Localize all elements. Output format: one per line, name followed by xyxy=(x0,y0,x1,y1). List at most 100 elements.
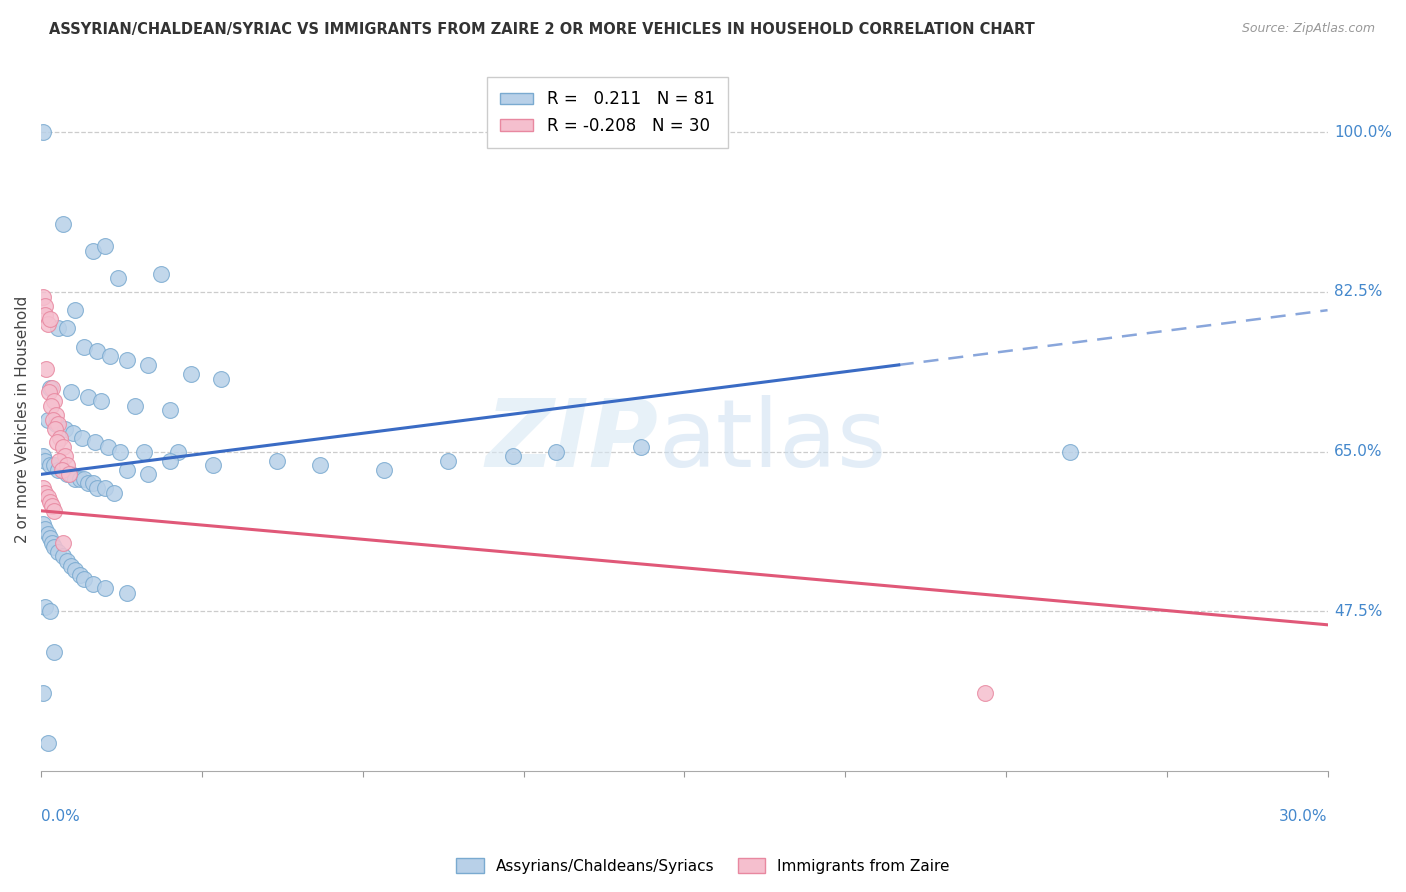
Point xyxy=(37,317,59,331)
Point xyxy=(69,472,91,486)
Legend: R =   0.211   N = 81, R = -0.208   N = 30: R = 0.211 N = 81, R = -0.208 N = 30 xyxy=(486,77,728,148)
Point xyxy=(41,500,63,514)
Point xyxy=(308,458,330,473)
Point xyxy=(51,463,73,477)
Point xyxy=(73,572,96,586)
Point xyxy=(69,567,91,582)
Point xyxy=(37,412,59,426)
Point xyxy=(32,481,55,495)
Point xyxy=(167,444,190,458)
Point xyxy=(37,490,59,504)
Point xyxy=(150,267,173,281)
Point xyxy=(32,125,55,139)
Point xyxy=(56,467,79,482)
Point xyxy=(973,686,995,700)
Text: 0.0%: 0.0% xyxy=(41,809,80,824)
Point xyxy=(94,239,117,253)
Point xyxy=(97,440,120,454)
Point xyxy=(1059,444,1081,458)
Point xyxy=(42,645,65,659)
Text: ASSYRIAN/CHALDEAN/SYRIAC VS IMMIGRANTS FROM ZAIRE 2 OR MORE VEHICLES IN HOUSEHOL: ASSYRIAN/CHALDEAN/SYRIAC VS IMMIGRANTS F… xyxy=(49,22,1035,37)
Point xyxy=(60,385,83,400)
Point xyxy=(51,549,73,564)
Point xyxy=(630,440,652,454)
Point xyxy=(32,449,55,463)
Point xyxy=(73,472,96,486)
Point xyxy=(51,217,73,231)
Point xyxy=(34,453,56,467)
Point xyxy=(82,576,104,591)
Point xyxy=(48,453,70,467)
Point xyxy=(124,399,146,413)
Point xyxy=(62,426,84,441)
Point xyxy=(502,449,524,463)
Point xyxy=(136,467,159,482)
Legend: Assyrians/Chaldeans/Syriacs, Immigrants from Zaire: Assyrians/Chaldeans/Syriacs, Immigrants … xyxy=(450,852,956,880)
Text: Source: ZipAtlas.com: Source: ZipAtlas.com xyxy=(1241,22,1375,36)
Point xyxy=(70,431,93,445)
Point xyxy=(73,340,96,354)
Point xyxy=(37,736,59,750)
Point xyxy=(38,604,60,618)
Point xyxy=(38,381,60,395)
Point xyxy=(159,403,181,417)
Text: 47.5%: 47.5% xyxy=(1334,604,1382,619)
Point xyxy=(94,582,117,596)
Point xyxy=(115,353,138,368)
Point xyxy=(77,390,100,404)
Point xyxy=(115,586,138,600)
Point xyxy=(180,367,202,381)
Point xyxy=(56,458,79,473)
Point xyxy=(35,362,58,376)
Point xyxy=(56,321,79,335)
Point xyxy=(136,358,159,372)
Point xyxy=(82,244,104,258)
Point xyxy=(41,535,63,549)
Text: 82.5%: 82.5% xyxy=(1334,285,1382,300)
Point xyxy=(98,349,121,363)
Point xyxy=(37,526,59,541)
Point xyxy=(46,545,69,559)
Point xyxy=(46,463,69,477)
Point xyxy=(159,453,181,467)
Point xyxy=(42,504,65,518)
Point xyxy=(45,408,67,422)
Point xyxy=(107,271,129,285)
Point xyxy=(42,412,65,426)
Point xyxy=(60,467,83,482)
Point xyxy=(32,517,55,532)
Point xyxy=(42,458,65,473)
Text: 100.0%: 100.0% xyxy=(1334,125,1392,140)
Point xyxy=(544,444,567,458)
Point xyxy=(53,449,76,463)
Point xyxy=(103,485,125,500)
Point xyxy=(86,481,108,495)
Point xyxy=(41,381,63,395)
Point xyxy=(51,463,73,477)
Point xyxy=(45,417,67,432)
Point xyxy=(82,476,104,491)
Point xyxy=(60,558,83,573)
Point xyxy=(65,563,87,577)
Point xyxy=(38,494,60,508)
Point xyxy=(34,308,56,322)
Point xyxy=(46,321,69,335)
Point xyxy=(65,303,87,318)
Point xyxy=(86,344,108,359)
Point xyxy=(42,541,65,555)
Text: ZIP: ZIP xyxy=(485,394,658,487)
Point xyxy=(34,299,56,313)
Point xyxy=(58,467,80,482)
Point xyxy=(34,485,56,500)
Text: atlas: atlas xyxy=(658,394,887,487)
Point xyxy=(34,599,56,614)
Point xyxy=(201,458,224,473)
Point xyxy=(42,394,65,409)
Point xyxy=(51,535,73,549)
Point xyxy=(373,463,395,477)
Point xyxy=(38,385,60,400)
Point xyxy=(65,472,87,486)
Point xyxy=(110,444,132,458)
Point xyxy=(38,458,60,473)
Point xyxy=(32,289,55,303)
